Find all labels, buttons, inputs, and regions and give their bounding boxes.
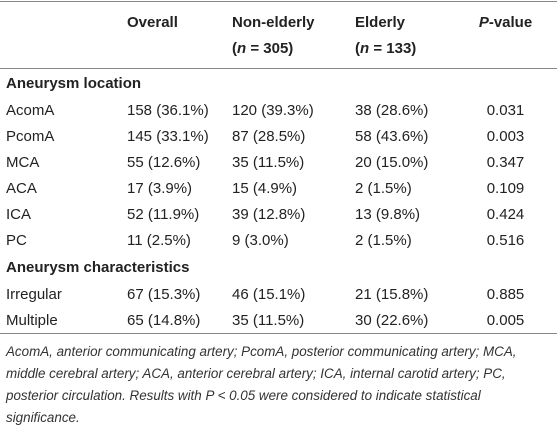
cell: 67 (15.3%) bbox=[127, 285, 201, 303]
footnote: AcomA, anterior communicating artery; Pc… bbox=[6, 344, 517, 425]
section-row: Aneurysm characteristics bbox=[0, 253, 557, 281]
header-text: Overall bbox=[127, 14, 178, 31]
cell: 0.516 bbox=[486, 231, 525, 249]
column-header: Overall bbox=[127, 2, 232, 69]
cell: 0.031 bbox=[486, 101, 525, 119]
row-label: PC bbox=[6, 231, 27, 249]
data-row: PC 11 (2.5%) 9 (3.0%) 2 (1.5%) 0.516 bbox=[0, 227, 557, 253]
data-table: Overall Non-elderly (n = 305) Elderly (n = 1… bbox=[0, 1, 557, 334]
cell: 35 (11.5%) bbox=[232, 153, 305, 171]
data-row: MCA 55 (12.6%) 35 (11.5%) 20 (15.0%) 0.347 bbox=[0, 149, 557, 175]
cell: 52 (11.9%) bbox=[127, 205, 200, 223]
data-row: Multiple 65 (14.8%) 35 (11.5%) 30 (22.6%) 0.… bbox=[0, 307, 557, 334]
cell: 13 (9.8%) bbox=[355, 205, 421, 223]
cell: 58 (43.6%) bbox=[355, 127, 429, 145]
row-label: ICA bbox=[6, 205, 32, 223]
cell: 35 (11.5%) bbox=[232, 311, 305, 329]
data-row: PcomA 145 (33.1%) 87 (28.5%) 58 (43.6%) 0.00… bbox=[0, 123, 557, 149]
section-title: Aneurysm location bbox=[6, 74, 142, 92]
cell: 0.005 bbox=[486, 311, 525, 329]
header-text: Elderly bbox=[355, 14, 406, 31]
row-label: Multiple bbox=[6, 311, 58, 329]
header-text: Non-elderly bbox=[232, 14, 315, 31]
cell: 9 (3.0%) bbox=[232, 231, 289, 249]
header-text: ( bbox=[355, 40, 360, 57]
section-row: Aneurysm location bbox=[0, 69, 557, 98]
header-blank bbox=[0, 2, 127, 69]
header-text: -value bbox=[488, 14, 533, 31]
cell: 2 (1.5%) bbox=[355, 179, 412, 197]
table-body: Aneurysm location AcomA 158 (36.1%) 120 (39… bbox=[0, 69, 557, 334]
row-label: AcomA bbox=[6, 101, 55, 119]
cell: 39 (12.8%) bbox=[232, 205, 306, 223]
cell: 15 (4.9%) bbox=[232, 179, 298, 197]
header-text: n bbox=[237, 40, 247, 57]
cell: 0.885 bbox=[486, 285, 525, 303]
cell: 46 (15.1%) bbox=[232, 285, 306, 303]
row-label: ACA bbox=[6, 179, 37, 197]
cell: 0.109 bbox=[486, 179, 525, 197]
header-text: P bbox=[478, 14, 489, 31]
row-label: PcomA bbox=[6, 127, 55, 145]
data-row: ICA 52 (11.9%) 39 (12.8%) 13 (9.8%) 0.424 bbox=[0, 201, 557, 227]
column-header: P-value bbox=[468, 2, 557, 69]
row-label: MCA bbox=[6, 153, 40, 171]
cell: 55 (12.6%) bbox=[127, 153, 201, 171]
data-row: AcomA 158 (36.1%) 120 (39.3%) 38 (28.6%) 0.0… bbox=[0, 97, 557, 123]
header-text: = 133) bbox=[369, 40, 417, 57]
cell: 11 (2.5%) bbox=[127, 231, 191, 249]
row-label: Irregular bbox=[6, 285, 62, 303]
cell: 38 (28.6%) bbox=[355, 101, 429, 119]
column-header: Non-elderly (n = 305) bbox=[232, 2, 355, 69]
cell: 158 (36.1%) bbox=[127, 101, 209, 119]
cell: 87 (28.5%) bbox=[232, 127, 306, 145]
cell: 145 (33.1%) bbox=[127, 127, 209, 145]
cell: 21 (15.8%) bbox=[355, 285, 429, 303]
cell: 0.424 bbox=[486, 205, 525, 223]
header-text: ( bbox=[232, 40, 237, 57]
section-title: Aneurysm characteristics bbox=[6, 258, 190, 276]
cell: 2 (1.5%) bbox=[355, 231, 412, 249]
data-row: Irregular 67 (15.3%) 46 (15.1%) 21 (15.8%) 0… bbox=[0, 281, 557, 307]
cell: 120 (39.3%) bbox=[232, 101, 314, 119]
header-text: n bbox=[360, 40, 370, 57]
header-text: = 305) bbox=[246, 40, 294, 57]
column-header: Elderly (n = 133) bbox=[355, 2, 468, 69]
cell: 17 (3.9%) bbox=[127, 179, 193, 197]
table-header: Overall Non-elderly (n = 305) Elderly (n = 1… bbox=[0, 1, 557, 69]
data-row: ACA 17 (3.9%) 15 (4.9%) 2 (1.5%) 0.109 bbox=[0, 175, 557, 201]
cell: 20 (15.0%) bbox=[355, 153, 429, 171]
cell: 65 (14.8%) bbox=[127, 311, 201, 329]
cell: 0.003 bbox=[486, 127, 525, 145]
cell: 30 (22.6%) bbox=[355, 311, 429, 329]
cell: 0.347 bbox=[486, 153, 525, 171]
